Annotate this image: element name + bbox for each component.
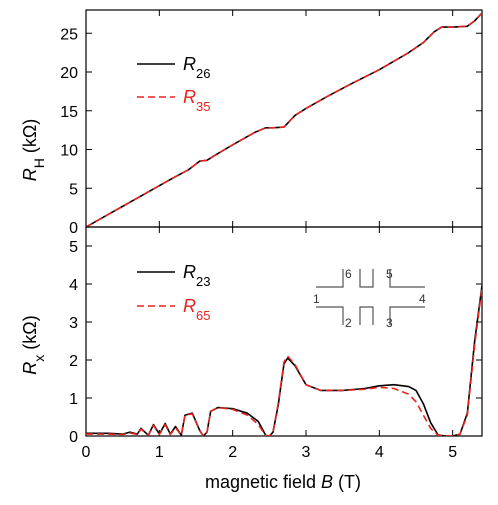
x-tick-label: 4 bbox=[375, 444, 384, 461]
contact-label-5: 5 bbox=[386, 267, 393, 281]
top-y-symbol: R bbox=[20, 168, 40, 181]
x-label-unit: (T) bbox=[333, 472, 361, 492]
hall-bar-schematic-inset bbox=[316, 269, 425, 325]
x-tick-label: 1 bbox=[155, 444, 164, 461]
top-legend-label-r35: R35 bbox=[183, 87, 210, 114]
bottom-legend-label-r23: R23 bbox=[183, 262, 210, 289]
bottom-legend-label-r65: R65 bbox=[183, 296, 210, 323]
bottom-y-tick-label: 5 bbox=[69, 239, 78, 256]
x-tick-label: 3 bbox=[302, 444, 311, 461]
hall-bar-contact-labels: 1 2 3 4 5 6 bbox=[313, 267, 426, 330]
top-y-axis-label: RH (kΩ) bbox=[20, 119, 47, 182]
x-label-text: magnetic field bbox=[205, 472, 321, 492]
top-series-r26 bbox=[86, 12, 482, 227]
top-legend: R26 R35 bbox=[137, 54, 210, 114]
bottom-y-symbol: R bbox=[20, 362, 40, 375]
contact-label-1: 1 bbox=[313, 292, 320, 306]
top-series-r35 bbox=[86, 12, 482, 227]
top-y-tick-label: 25 bbox=[60, 26, 78, 43]
top-y-tick-label: 15 bbox=[60, 104, 78, 121]
x-axis-label: magnetic field B (T) bbox=[205, 472, 361, 492]
x-tick-label: 5 bbox=[448, 444, 457, 461]
bottom-y-tick-label: 3 bbox=[69, 315, 78, 332]
bottom-series-r65 bbox=[86, 287, 482, 436]
x-label-symbol: B bbox=[321, 472, 333, 492]
top-panel: 0 5 10 15 20 25 bbox=[60, 9, 483, 237]
top-y-subscript: H bbox=[31, 158, 47, 168]
top-y-tick-label: 5 bbox=[69, 181, 78, 198]
bottom-y-tick-label: 2 bbox=[69, 353, 78, 370]
bottom-y-unit: (kΩ) bbox=[20, 315, 40, 349]
bottom-y-tick-label: 4 bbox=[69, 277, 78, 294]
x-tick-label: 2 bbox=[228, 444, 237, 461]
hall-bar-top-edge bbox=[316, 269, 425, 288]
contact-label-2: 2 bbox=[345, 316, 352, 330]
contact-label-6: 6 bbox=[345, 267, 352, 281]
top-y-tick-label: 20 bbox=[60, 65, 78, 82]
x-tick-label: 0 bbox=[82, 444, 91, 461]
top-y-tick-label: 0 bbox=[69, 220, 78, 237]
bottom-y-tick-label: 0 bbox=[69, 429, 78, 446]
bottom-plot-frame bbox=[85, 226, 483, 437]
bottom-legend: R23 R65 bbox=[137, 262, 210, 323]
bottom-y-axis-label: Rx (kΩ) bbox=[20, 315, 47, 374]
top-y-tick-label: 10 bbox=[60, 143, 78, 160]
top-legend-label-r26: R26 bbox=[183, 54, 210, 81]
top-y-unit: (kΩ) bbox=[20, 119, 40, 153]
bottom-y-tick-label: 1 bbox=[69, 391, 78, 408]
hall-bar-bottom-edge bbox=[316, 306, 425, 325]
bottom-y-subscript: x bbox=[31, 355, 47, 362]
contact-label-4: 4 bbox=[419, 292, 426, 306]
bottom-panel: 0 1 2 3 4 5 0 1 2 3 4 5 bbox=[69, 226, 483, 461]
contact-label-3: 3 bbox=[386, 316, 393, 330]
